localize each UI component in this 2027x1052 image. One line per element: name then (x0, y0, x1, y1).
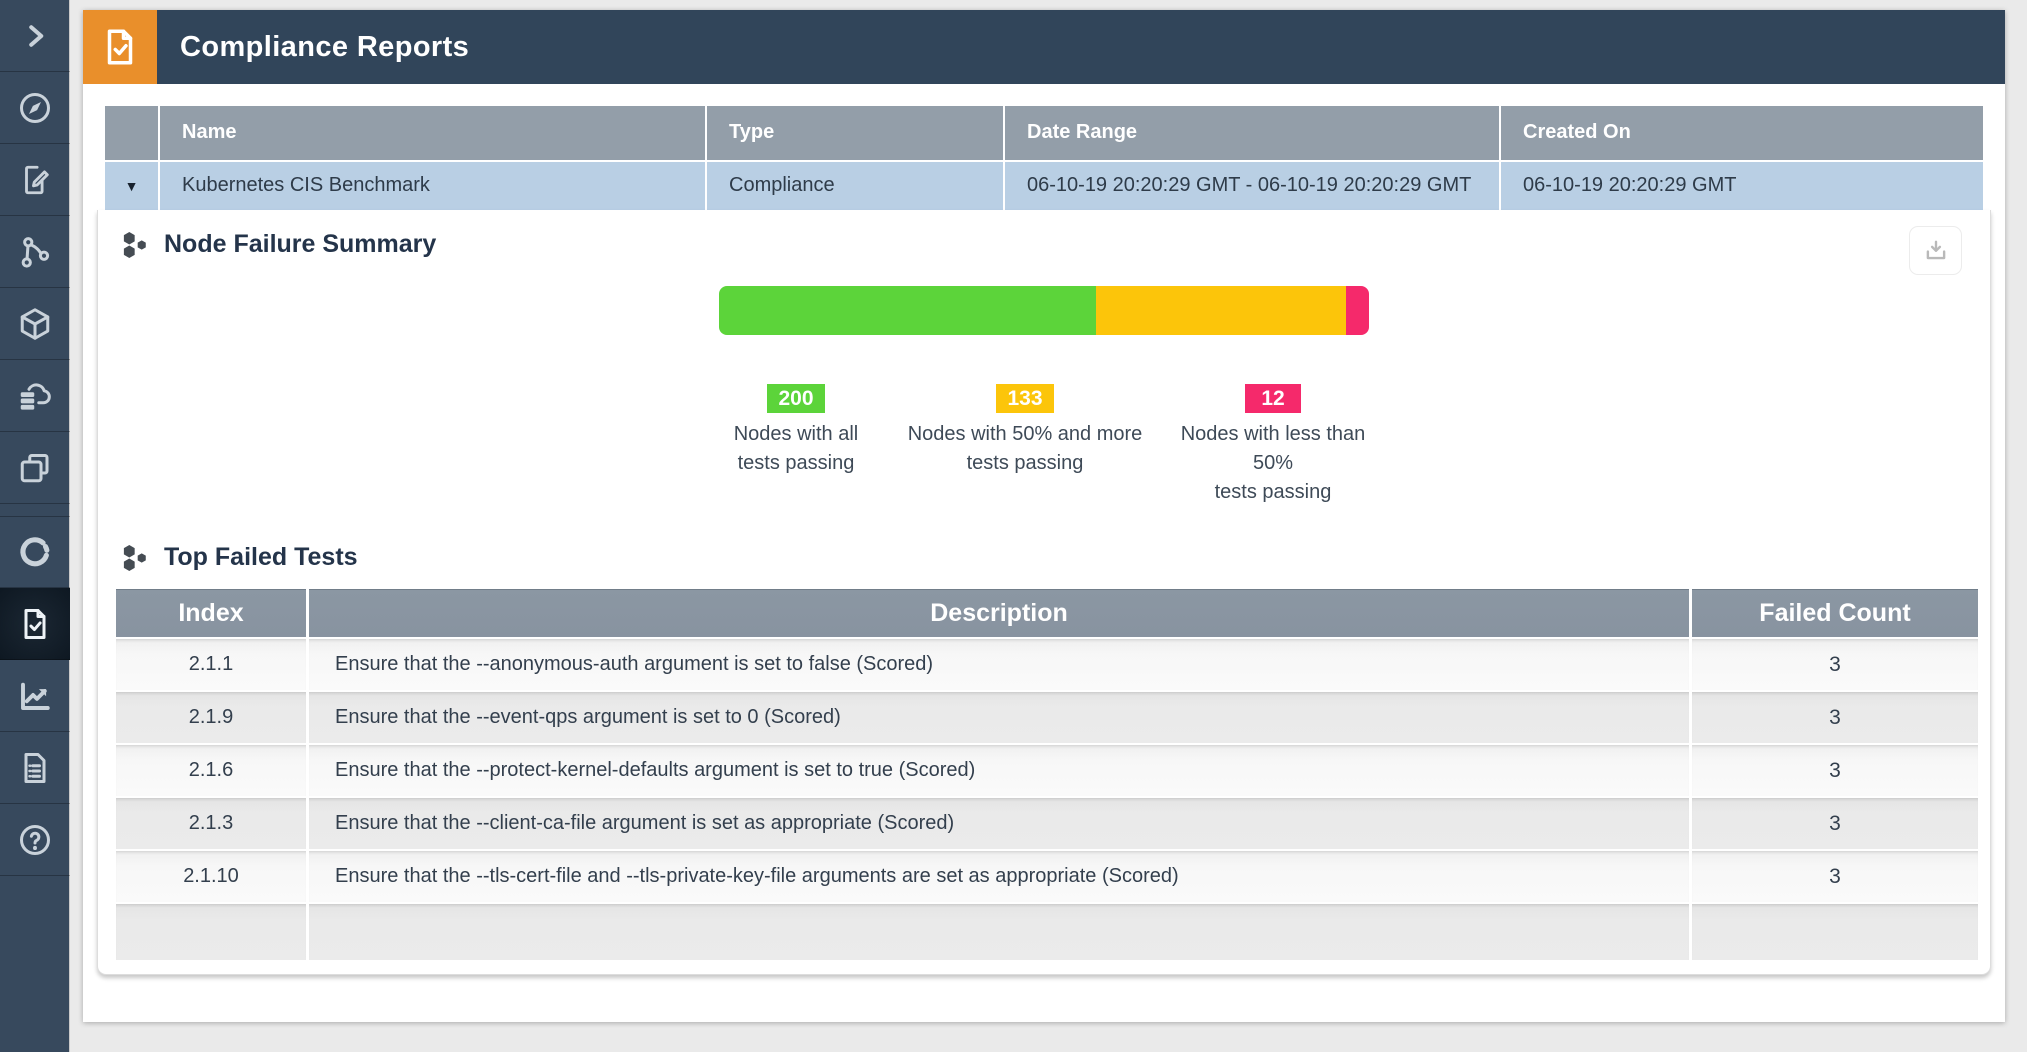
sidebar-item-audit[interactable] (0, 732, 70, 804)
network-graph-icon (21, 236, 50, 268)
report-row-created-on: 06-10-19 20:20:29 GMT (1501, 162, 1983, 210)
legend-label: Nodes with 50% and more tests passing (907, 423, 1143, 474)
legend-item-passing: 200 Nodes with all tests passing (701, 384, 891, 478)
document-check-icon (107, 29, 133, 65)
bar-segment-passing (719, 286, 1096, 335)
sidebar (0, 0, 70, 1052)
legend-count-badge: 200 (767, 384, 825, 413)
document-check-icon (24, 608, 46, 639)
chevron-right-icon (29, 24, 44, 47)
top-failed-tests-header: Top Failed Tests (98, 507, 1990, 572)
triangle-down-icon: ▼ (124, 178, 139, 194)
reports-col-name[interactable]: Name (160, 106, 705, 160)
legend-item-failing: 12 Nodes with less than 50% tests passin… (1159, 384, 1387, 507)
report-row-date-range: 06-10-19 20:20:29 GMT - 06-10-19 20:20:2… (1005, 162, 1499, 210)
failed-row-empty (116, 904, 306, 960)
failed-row-index: 2.1.10 (116, 851, 306, 902)
failed-row-count: 3 (1692, 851, 1978, 902)
failed-row-count: 3 (1692, 692, 1978, 743)
report-row-type: Compliance (707, 162, 1003, 210)
failed-row-index: 2.1.6 (116, 745, 306, 796)
report-detail-panel: Node Failure Summary 200 Nodes with all (97, 210, 1991, 975)
clipboard-list-icon (24, 752, 46, 783)
compass-icon (20, 92, 50, 123)
hexagon-cluster-icon (123, 544, 146, 571)
layers-icon (20, 453, 49, 482)
failed-row-count: 3 (1692, 639, 1978, 690)
failed-row-description: Ensure that the --tls-cert-file and --tl… (309, 851, 1689, 902)
failed-row-count: 3 (1692, 798, 1978, 849)
sidebar-item-risk-reports[interactable] (0, 660, 70, 732)
node-failure-legend: 200 Nodes with all tests passing 133 Nod… (98, 384, 1990, 507)
failed-col-index: Index (116, 589, 306, 637)
node-failure-summary-header: Node Failure Summary (98, 210, 1990, 259)
main-card: Compliance Reports Name Type Date Range … (83, 10, 2005, 1022)
page-title: Compliance Reports (180, 31, 470, 63)
failed-row-description: Ensure that the --anonymous-auth argumen… (309, 639, 1689, 690)
failed-row-description: Ensure that the --event-qps argument is … (309, 692, 1689, 743)
report-row-name[interactable]: Kubernetes CIS Benchmark (160, 162, 705, 210)
sidebar-item-policy[interactable] (0, 144, 70, 216)
legend-count-badge: 133 (996, 384, 1054, 413)
legend-count-badge: 12 (1245, 384, 1301, 413)
failed-tests-table: Index Description Failed Count 2.1.1 Ens… (116, 589, 1978, 960)
line-chart-icon (21, 682, 50, 710)
sidebar-item-assets[interactable] (0, 288, 70, 360)
reports-col-date-range[interactable]: Date Range (1005, 106, 1499, 160)
page-header-icon-box (83, 10, 157, 84)
cube-icon (20, 307, 50, 340)
help-circle-icon (20, 824, 50, 855)
bar-segment-failing (1346, 286, 1369, 335)
failed-col-description: Description (309, 589, 1689, 637)
legend-label: Nodes with all tests passing (733, 423, 859, 474)
sidebar-item-compliance-reports[interactable] (0, 588, 70, 660)
sidebar-item-containers[interactable] (0, 432, 70, 504)
bar-segment-half-passing (1095, 286, 1347, 335)
refresh-icon (20, 537, 50, 567)
sidebar-item-refresh[interactable] (0, 516, 70, 588)
failed-row-index: 2.1.9 (116, 692, 306, 743)
reports-col-type[interactable]: Type (707, 106, 1003, 160)
download-report-button[interactable] (1909, 226, 1962, 275)
legend-item-half-passing: 133 Nodes with 50% and more tests passin… (905, 384, 1145, 478)
download-icon (1926, 240, 1945, 259)
node-failure-stacked-bar (719, 286, 1369, 335)
sidebar-item-registries[interactable] (0, 360, 70, 432)
section-title: Node Failure Summary (164, 230, 437, 258)
report-row-expander[interactable]: ▼ (105, 162, 158, 210)
document-edit-icon (25, 165, 49, 194)
reports-col-created-on[interactable]: Created On (1501, 106, 1983, 160)
failed-row-index: 2.1.1 (116, 639, 306, 690)
failed-row-index: 2.1.3 (116, 798, 306, 849)
section-title: Top Failed Tests (164, 543, 358, 571)
failed-col-count: Failed Count (1692, 589, 1978, 637)
page-header: Compliance Reports (83, 10, 2005, 84)
sidebar-item-dashboard[interactable] (0, 72, 70, 144)
failed-row-empty (309, 904, 1689, 960)
sidebar-item-network-activity[interactable] (0, 216, 70, 288)
sidebar-expand-toggle[interactable] (0, 0, 70, 72)
cloud-database-icon (20, 382, 51, 410)
failed-row-count: 3 (1692, 745, 1978, 796)
failed-row-description: Ensure that the --client-ca-file argumen… (309, 798, 1689, 849)
hexagon-cluster-icon (123, 231, 146, 258)
reports-col-expander (105, 106, 158, 160)
legend-label: Nodes with less than 50% tests passing (1180, 423, 1366, 503)
sidebar-item-help[interactable] (0, 804, 70, 876)
reports-table: Name Type Date Range Created On ▼ Kubern… (105, 106, 1983, 210)
failed-row-empty (1692, 904, 1978, 960)
failed-row-description: Ensure that the --protect-kernel-default… (309, 745, 1689, 796)
